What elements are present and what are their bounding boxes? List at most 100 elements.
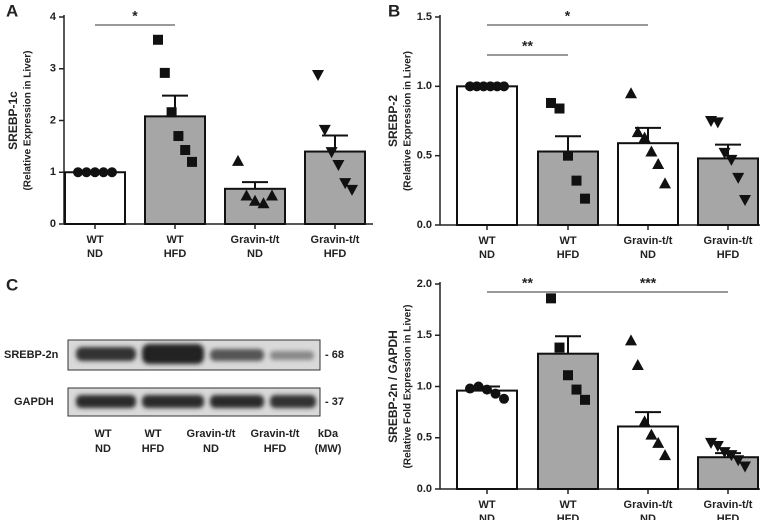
data-point bbox=[659, 177, 671, 189]
data-point bbox=[339, 178, 352, 190]
panel-label: C bbox=[6, 275, 18, 294]
data-point bbox=[499, 81, 509, 92]
data-point bbox=[499, 393, 509, 404]
data-point bbox=[705, 437, 717, 449]
x-tick-label: HFD bbox=[324, 248, 347, 260]
data-point bbox=[739, 195, 751, 207]
x-tick-label: Gravin-t/t bbox=[704, 499, 753, 511]
kda-label: kDa bbox=[318, 428, 339, 440]
bar bbox=[456, 85, 518, 227]
data-point bbox=[711, 440, 724, 452]
mw-label: - 68 bbox=[325, 349, 344, 361]
data-point bbox=[638, 131, 651, 143]
data-point bbox=[631, 126, 644, 138]
x-tick-label: WT bbox=[559, 499, 576, 511]
lane-label: Gravin-t/t bbox=[251, 428, 300, 440]
data-point bbox=[732, 172, 745, 184]
data-point bbox=[563, 150, 573, 161]
data-point bbox=[718, 147, 731, 159]
data-point bbox=[90, 167, 100, 178]
band bbox=[76, 347, 136, 361]
band bbox=[142, 344, 204, 364]
data-point bbox=[625, 334, 637, 346]
x-tick-label: ND bbox=[640, 249, 656, 261]
row-label: SREBP-2n bbox=[4, 349, 59, 361]
data-point bbox=[659, 449, 671, 461]
x-tick-label: HFD bbox=[717, 513, 740, 520]
data-point bbox=[318, 124, 331, 136]
data-point bbox=[718, 447, 731, 459]
data-point bbox=[725, 450, 738, 462]
data-point bbox=[482, 384, 492, 395]
y-tick-label: 1.5 bbox=[417, 329, 432, 341]
bar-chart: SREBP-2n / GAPDH (Relative Fold Expressio… bbox=[386, 275, 760, 520]
data-point bbox=[266, 189, 278, 201]
x-tick-label: WT bbox=[86, 234, 103, 246]
y-axis-label: (Relative Fold Expression in Liver) bbox=[403, 305, 414, 469]
band bbox=[210, 349, 264, 361]
data-point bbox=[625, 87, 637, 99]
data-point bbox=[180, 144, 191, 155]
data-point bbox=[631, 358, 644, 370]
y-tick-label: 0.0 bbox=[417, 483, 432, 495]
data-point bbox=[473, 381, 484, 392]
bar bbox=[697, 157, 759, 226]
data-point bbox=[153, 34, 163, 45]
x-tick-label: HFD bbox=[164, 248, 187, 260]
data-point bbox=[173, 131, 184, 142]
lane-label: ND bbox=[203, 443, 219, 455]
x-tick-label: ND bbox=[479, 513, 495, 520]
data-point bbox=[232, 154, 244, 166]
data-point bbox=[711, 117, 724, 129]
y-tick-label: 0.0 bbox=[417, 219, 432, 231]
western-blot: C SREBP-2n GAPDH - 68 - 37 WT ND WT HFD … bbox=[4, 275, 344, 454]
lane-label: WT bbox=[144, 428, 161, 440]
y-tick-label: 2 bbox=[50, 114, 56, 126]
data-point bbox=[166, 107, 177, 118]
significance-label: * bbox=[132, 8, 138, 24]
data-point bbox=[346, 184, 358, 196]
y-tick-label: 1.0 bbox=[417, 80, 432, 92]
data-point bbox=[187, 156, 197, 167]
x-tick-label: Gravin-t/t bbox=[624, 235, 673, 247]
bar bbox=[64, 171, 126, 225]
data-point bbox=[159, 67, 170, 78]
y-axis-label: SREBP-2 bbox=[386, 95, 400, 147]
bands bbox=[76, 344, 316, 408]
data-point bbox=[725, 154, 738, 166]
x-tick-label: Gravin-t/t bbox=[624, 499, 673, 511]
x-tick-label: HFD bbox=[557, 249, 580, 261]
data-point bbox=[652, 436, 665, 448]
data-point bbox=[580, 394, 590, 405]
x-tick-label: HFD bbox=[717, 249, 740, 261]
x-tick-label: Gravin-t/t bbox=[704, 235, 753, 247]
significance-label: *** bbox=[640, 275, 657, 291]
data-point bbox=[257, 197, 270, 209]
data-point bbox=[554, 342, 565, 353]
y-axis-label: SREBP-1c bbox=[6, 91, 20, 150]
significance-label: ** bbox=[522, 38, 533, 54]
data-point bbox=[490, 388, 501, 399]
data-point bbox=[645, 428, 658, 440]
x-tick-label: ND bbox=[87, 248, 103, 260]
data-point bbox=[638, 415, 651, 427]
data-point bbox=[325, 147, 338, 159]
x-tick-label: Gravin-t/t bbox=[231, 234, 280, 246]
mw-label: - 37 bbox=[325, 396, 344, 408]
band bbox=[270, 395, 316, 408]
lane-label: ND bbox=[95, 443, 111, 455]
lane-label: HFD bbox=[142, 443, 165, 455]
data-point bbox=[107, 167, 117, 178]
panel-label: A bbox=[6, 1, 18, 20]
x-tick-label: ND bbox=[640, 513, 656, 520]
data-point bbox=[739, 461, 751, 473]
data-point bbox=[571, 384, 582, 395]
data-point bbox=[571, 175, 582, 186]
y-axis-label: (Relative Expression in Liver) bbox=[23, 50, 34, 190]
band bbox=[210, 395, 264, 408]
x-tick-label: WT bbox=[559, 235, 576, 247]
data-point bbox=[312, 69, 324, 81]
panel-label: B bbox=[388, 1, 400, 20]
y-tick-label: 0 bbox=[50, 218, 56, 230]
